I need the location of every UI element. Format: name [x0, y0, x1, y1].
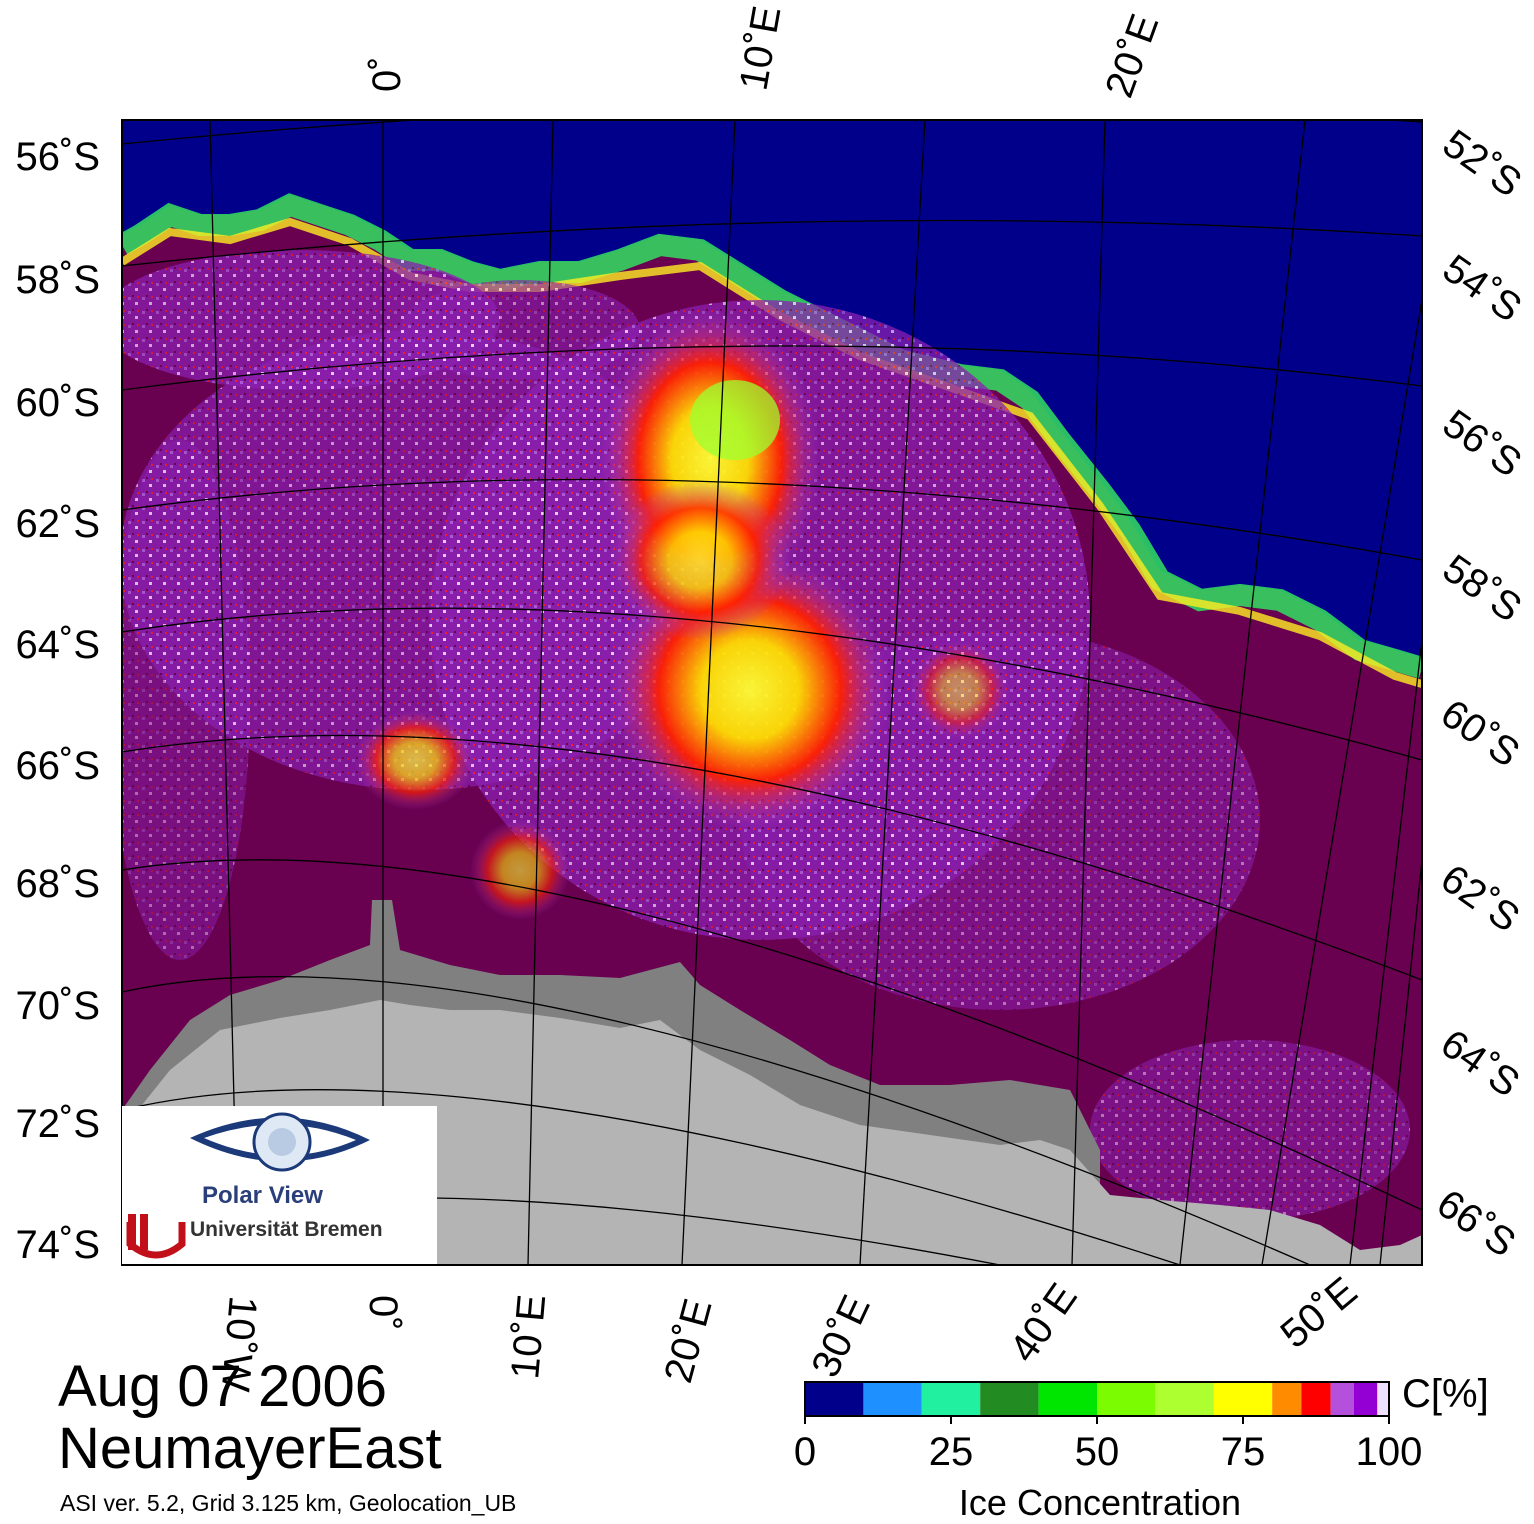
lat-label: 60˚S	[16, 381, 101, 425]
lat-label: 62˚S	[16, 502, 101, 546]
lat-label: 66˚S	[1429, 1181, 1523, 1266]
colorbar-title: Ice Concentration	[958, 1482, 1242, 1523]
lat-label: 74˚S	[16, 1223, 101, 1267]
colorbar-unit: C[%]	[1402, 1372, 1489, 1416]
colorbar-bin	[1377, 1382, 1389, 1416]
lat-label: 56˚S	[16, 135, 101, 179]
colorbar-bin	[1330, 1382, 1354, 1416]
colorbar-tick: 75	[1220, 1430, 1266, 1474]
lat-label: 64˚S	[1433, 1021, 1527, 1106]
lon-label: 10˚E	[503, 1293, 554, 1381]
lon-label: 0˚	[365, 56, 409, 92]
lon-label: 50˚E	[1273, 1269, 1366, 1357]
lat-label: 58˚S	[1435, 546, 1529, 631]
colorbar-bin	[1213, 1382, 1273, 1416]
marginal-ice-zone-inner	[122, 217, 1422, 688]
longitude-labels-top: 0˚ 10˚E 20˚E	[365, 3, 1167, 103]
map-region-name: NeumayerEast	[58, 1416, 442, 1481]
lat-label: 70˚S	[16, 984, 101, 1028]
colorbar-bin	[863, 1382, 922, 1416]
colorbar-bin	[1353, 1382, 1378, 1416]
map-date: Aug 07 2006	[58, 1354, 387, 1419]
colorbar-tick: 0	[793, 1430, 817, 1474]
lat-label: 58˚S	[16, 258, 101, 302]
lat-label: 62˚S	[1433, 856, 1527, 941]
lon-label: 20˚E	[1097, 9, 1167, 103]
logo-title: Polar View	[202, 1182, 323, 1209]
eye-icon	[126, 1112, 370, 1259]
polar-view-logo: Polar View Universität Bremen	[122, 1106, 437, 1264]
map-frame	[121, 119, 1423, 1266]
colorbar-tick: 25	[928, 1430, 974, 1474]
lat-label: 68˚S	[16, 862, 101, 906]
colorbar	[804, 1381, 1390, 1424]
latitude-labels-left: 56˚S 58˚S 60˚S 62˚S 64˚S 66˚S 68˚S 70˚S …	[16, 135, 101, 1267]
logo-institution: Universität Bremen	[190, 1218, 383, 1241]
lat-label: 64˚S	[16, 623, 101, 667]
lat-label: 56˚S	[1435, 401, 1529, 486]
colorbar-bin	[805, 1382, 864, 1416]
lon-label: 0˚	[361, 1295, 405, 1331]
lon-label: 20˚E	[656, 1294, 720, 1387]
colorbar-bin	[1097, 1382, 1156, 1416]
lat-label: 54˚S	[1435, 246, 1529, 331]
colorbar-bin	[1272, 1382, 1302, 1416]
longitude-lines	[209, 120, 1422, 1265]
lon-label: 40˚E	[1001, 1276, 1086, 1370]
open-water-region	[122, 120, 1422, 658]
colorbar-bin	[1038, 1382, 1097, 1416]
lat-label: 72˚S	[16, 1102, 101, 1146]
marginal-ice-zone	[122, 193, 1422, 679]
lat-label: 52˚S	[1435, 121, 1529, 206]
lat-label: 60˚S	[1433, 691, 1527, 776]
latitude-labels-right: 52˚S 54˚S 56˚S 58˚S 60˚S 62˚S 64˚S 66˚S	[1429, 121, 1529, 1266]
lon-label: 10˚E	[732, 3, 790, 94]
colorbar-bin	[980, 1382, 1039, 1416]
lon-label: 10˚W	[213, 1294, 265, 1393]
colorbar-bin	[921, 1382, 981, 1416]
map-product-info: ASI ver. 5.2, Grid 3.125 km, Geolocation…	[60, 1490, 517, 1516]
lat-label: 66˚S	[16, 744, 101, 788]
colorbar-tick: 50	[1074, 1430, 1120, 1474]
lon-label: 30˚E	[803, 1289, 879, 1384]
colorbar-bin	[1155, 1382, 1214, 1416]
colorbar-tick: 100	[1355, 1430, 1423, 1474]
latitude-lines	[122, 120, 1422, 1265]
map-canvas	[122, 120, 1422, 1265]
colorbar-bin	[1301, 1382, 1331, 1416]
